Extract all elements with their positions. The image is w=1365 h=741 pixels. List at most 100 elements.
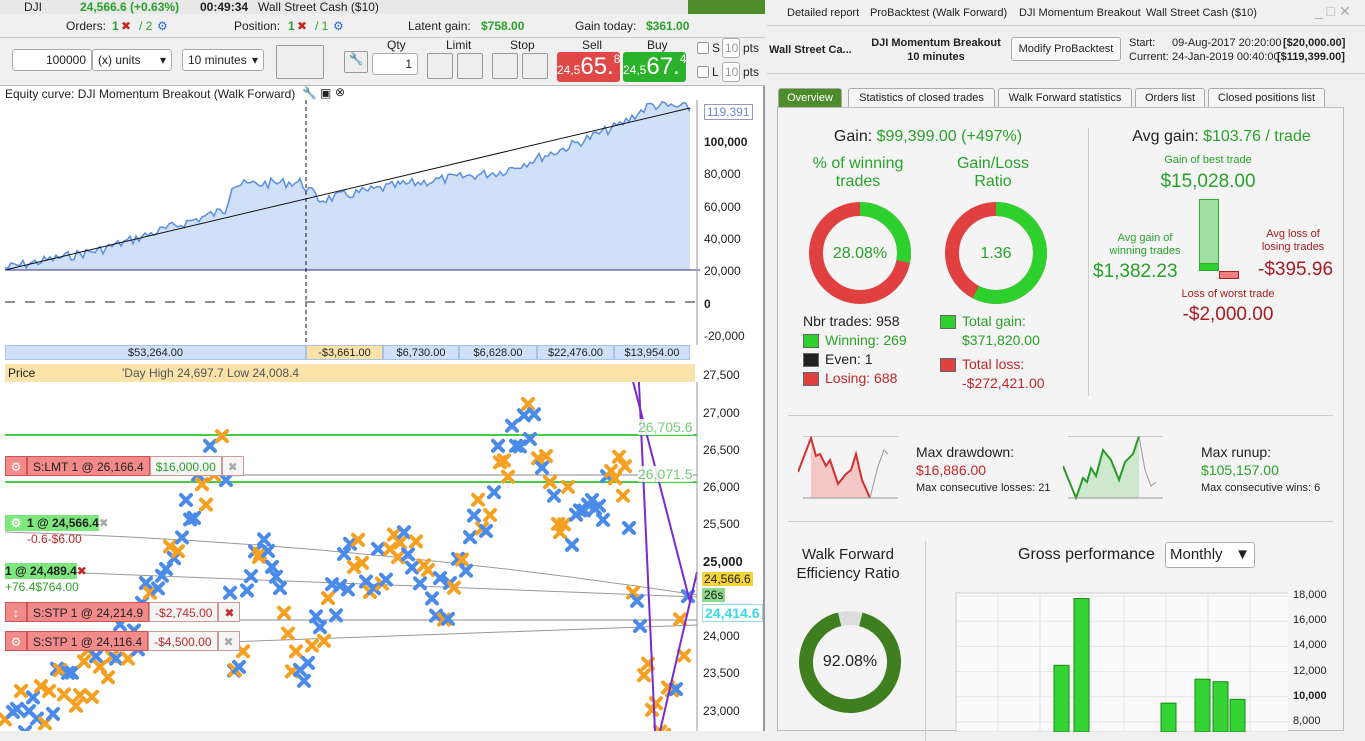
- trade-mark: [351, 532, 365, 547]
- position-label[interactable]: 1 @ 24,566.4: [27, 515, 99, 531]
- title-item: ProBacktest (Walk Forward): [870, 7, 1008, 19]
- buy-button[interactable]: 24,567.4: [623, 52, 686, 82]
- trade-mark: [215, 429, 229, 444]
- price-chart: [0, 382, 698, 731]
- latent-gain: $758.00: [481, 19, 525, 33]
- maximize-icon[interactable]: ▣: [320, 86, 332, 100]
- tab-closed-positions[interactable]: Closed positions list: [1208, 88, 1325, 108]
- limit-buy-button[interactable]: [427, 53, 453, 79]
- gear-icon[interactable]: ⚙: [333, 19, 344, 33]
- avg-loss-bar: [1219, 271, 1239, 279]
- gear-icon[interactable]: ⚙: [5, 456, 27, 476]
- start-label: Start:: [1129, 37, 1156, 49]
- current-capital: [$119,399.00]: [1277, 51, 1345, 63]
- gross-bar: [1229, 698, 1246, 732]
- position-label[interactable]: 1 @ 24,489.4: [5, 563, 77, 579]
- limit-order-tag[interactable]: ⚙ S:LMT 1 @ 26,166.4 $16,000.00 ✖: [5, 456, 244, 476]
- trade-mark: [187, 510, 201, 525]
- trade-mark: [265, 559, 279, 574]
- trade-mark: [329, 608, 343, 623]
- close-icon[interactable]: ✖: [218, 602, 241, 622]
- qty-input[interactable]: 1: [372, 53, 418, 75]
- stop-buy-button[interactable]: [492, 53, 518, 79]
- report-timeframe: 10 minutes: [907, 51, 965, 63]
- symbol[interactable]: DJI: [24, 0, 42, 14]
- amount-input[interactable]: 100000: [12, 49, 92, 71]
- close-icon[interactable]: ✖: [221, 456, 244, 476]
- trade-mark: [616, 488, 630, 503]
- winning-count: Winning: 269: [825, 332, 907, 348]
- trade-mark: [195, 477, 209, 492]
- report-title-bar: Detailed report ProBacktest (Walk Forwar…: [767, 0, 1365, 26]
- axis-label: 100,000: [704, 135, 748, 149]
- tab-overview[interactable]: Overview: [778, 88, 842, 108]
- trade-mark: [297, 673, 311, 688]
- axis-label: 27,000: [703, 406, 740, 420]
- period-select[interactable]: Monthly ▼: [1165, 542, 1255, 568]
- gear-icon[interactable]: ⚙: [157, 19, 168, 33]
- wrench-icon[interactable]: 🔧: [302, 86, 317, 100]
- gear-icon[interactable]: ⚙: [5, 631, 27, 651]
- close-icon[interactable]: ✖: [217, 631, 240, 651]
- best-trade-value: $15,028.00: [1160, 171, 1256, 192]
- close-icon[interactable]: ✖: [121, 19, 132, 33]
- trade-mark: [677, 648, 691, 663]
- limit-sell-button[interactable]: [457, 53, 483, 79]
- indicators-button[interactable]: [276, 45, 324, 79]
- stop-order-tag[interactable]: ⚙ S:STP 1 @ 24,116.4 -$4,500.00 ✖: [5, 631, 240, 651]
- title-item: Detailed report: [787, 7, 860, 19]
- timeframe-value: 10 minutes: [188, 53, 247, 67]
- order-label[interactable]: S:STP 1 @ 24,214.9: [27, 602, 150, 622]
- close-icon[interactable]: ⊗: [335, 85, 346, 99]
- s-checkbox[interactable]: [697, 42, 709, 54]
- trade-mark: [341, 582, 355, 597]
- window-controls[interactable]: _ □ ✕: [1315, 3, 1351, 19]
- position-count[interactable]: 1: [288, 19, 295, 33]
- trade-mark: [85, 689, 99, 704]
- window-controls[interactable]: [688, 0, 765, 14]
- close-icon[interactable]: ✖: [98, 516, 109, 530]
- gear-icon[interactable]: ⚙: [5, 515, 27, 531]
- modify-probacktest-button[interactable]: Modify ProBacktest: [1011, 37, 1121, 61]
- trade-mark: [673, 612, 687, 627]
- orders-count[interactable]: 1: [112, 19, 119, 33]
- l-checkbox[interactable]: [697, 66, 709, 78]
- s-pts-input[interactable]: 10: [722, 38, 740, 58]
- position-tag[interactable]: 1 @ 24,489.4 ✖ +76.4 $764.00: [5, 563, 87, 595]
- trade-mark: [309, 609, 323, 624]
- timeframe-select[interactable]: 10 minutes ▾: [182, 49, 264, 71]
- position-total[interactable]: / 1: [315, 19, 329, 33]
- trade-mark: [479, 523, 493, 538]
- wfe-label: Walk Forward Efficiency Ratio: [796, 546, 900, 582]
- close-icon[interactable]: ✖: [76, 564, 87, 578]
- trade-mark: [301, 655, 315, 670]
- units-select[interactable]: (x) units ▾: [92, 49, 172, 71]
- gross-bar: [1212, 681, 1229, 732]
- move-icon[interactable]: ↕: [5, 602, 27, 622]
- close-icon[interactable]: ✖: [297, 19, 308, 33]
- tab-walk-forward[interactable]: Walk Forward statistics: [998, 88, 1132, 108]
- buy-prefix: 24,5: [623, 63, 647, 77]
- trade-mark: [459, 563, 473, 578]
- order-label[interactable]: S:STP 1 @ 24,116.4: [27, 631, 149, 651]
- l-pts-input[interactable]: 10: [722, 62, 740, 82]
- axis-label: 14,000: [1293, 639, 1327, 652]
- wrench-icon[interactable]: 🔧: [344, 51, 368, 73]
- order-value: -$2,745.00: [149, 602, 219, 622]
- sell-button[interactable]: 24,565.8: [557, 52, 620, 82]
- tab-statistics[interactable]: Statistics of closed trades: [848, 88, 995, 108]
- level-label: 26,705.6: [638, 419, 693, 435]
- axis-label: 10,000: [1293, 689, 1327, 702]
- orders-total[interactable]: / 2: [139, 19, 153, 33]
- trade-mark: [637, 668, 651, 683]
- axis-label: 60,000: [704, 199, 741, 214]
- order-label[interactable]: S:LMT 1 @ 26,166.4: [27, 456, 150, 476]
- position-tag[interactable]: ⚙ 1 @ 24,566.4 ✖ -0.6 -$6.00: [5, 515, 109, 547]
- stop-sell-button[interactable]: [522, 53, 548, 79]
- trade-mark: [151, 581, 165, 596]
- stop-order-tag[interactable]: ↕ S:STP 1 @ 24,214.9 -$2,745.00 ✖: [5, 602, 241, 622]
- tab-orders[interactable]: Orders list: [1135, 88, 1205, 108]
- stop-label: Stop: [510, 38, 535, 52]
- sell-price: 65.: [580, 53, 614, 80]
- axis-label: 24,000: [703, 629, 740, 643]
